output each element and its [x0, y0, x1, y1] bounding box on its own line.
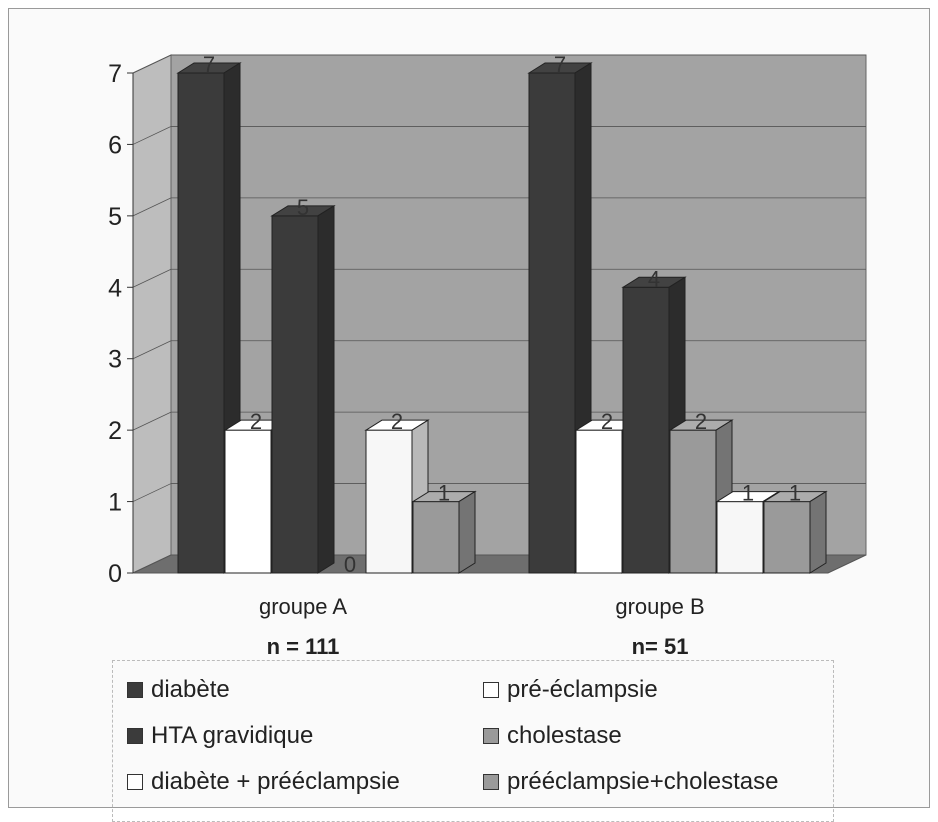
- bar-value-label: 2: [250, 409, 262, 434]
- bar-side: [317, 204, 335, 574]
- bar-front: [177, 72, 225, 574]
- legend-swatch-hta-gravidique: [127, 728, 143, 744]
- gridline: [132, 54, 172, 74]
- bar-front: [716, 501, 764, 574]
- bar-front: [763, 501, 811, 574]
- legend-label: diabète: [151, 676, 230, 703]
- legend-label: diabète + prééclampsie: [151, 768, 400, 795]
- legend-swatch-cholestase: [483, 728, 499, 744]
- bar-value-label: 2: [391, 409, 403, 434]
- bar: 5: [270, 195, 336, 574]
- legend-label: cholestase: [507, 722, 622, 749]
- legend-item-pre-eclampsie: pré-éclampsie: [483, 677, 658, 703]
- bar-value-label: 7: [203, 52, 215, 77]
- bar-front: [271, 215, 319, 574]
- bar: 0: [344, 552, 356, 577]
- legend-item-hta-gravidique: HTA gravidique: [127, 723, 313, 749]
- bar-front: [528, 72, 576, 574]
- gridline: [132, 268, 172, 288]
- gridline: [132, 340, 172, 360]
- sample-size-groupe-a: n = 111: [266, 634, 340, 659]
- category-label: groupe B: [615, 594, 704, 619]
- bar-value-label: 1: [789, 481, 801, 506]
- legend-label: HTA gravidique: [151, 722, 314, 749]
- bar-front: [412, 501, 460, 574]
- bar-front: [224, 429, 272, 574]
- bar-value-label: 4: [648, 266, 660, 291]
- bar-front: [669, 429, 717, 574]
- plot-side-wall: [132, 54, 172, 574]
- legend-item-diabete: diabète: [127, 677, 230, 703]
- legend-label: prééclampsie+cholestase: [507, 768, 779, 795]
- y-tick-label: 3: [108, 346, 122, 374]
- bar-side: [458, 490, 476, 574]
- bar-value-label: 7: [554, 52, 566, 77]
- sample-size-groupe-b: n= 51: [631, 634, 689, 659]
- y-tick-label: 1: [108, 489, 122, 517]
- bar-chart: 0 1 2 3 4 5 6 7 7 2 5 0 2 1 7 2 4 2 1 1 groupe A groupe B: [108, 52, 867, 619]
- y-tick-label: 6: [108, 131, 122, 159]
- y-tick-label: 4: [108, 274, 122, 302]
- bar-front: [365, 429, 413, 574]
- category-label: groupe A: [259, 594, 347, 619]
- bar: 1: [411, 481, 477, 574]
- legend-swatch-diabete: [127, 682, 143, 698]
- bar-value-label: 1: [438, 481, 450, 506]
- legend-label: pré-éclampsie: [507, 676, 658, 703]
- y-tick-label: 5: [108, 203, 122, 231]
- legend-item-diabete-preeclampsie: diabète + prééclampsie: [127, 769, 400, 795]
- y-tick-label: 7: [108, 60, 122, 88]
- bar-front: [622, 286, 670, 574]
- gridline: [132, 483, 172, 502]
- bar-front: [575, 429, 623, 574]
- chart-legend: diabète pré-éclampsie HTA gravidique cho…: [112, 660, 834, 822]
- gridline: [132, 197, 172, 217]
- bar-value-label: 0: [344, 552, 356, 577]
- y-tick-label: 2: [108, 417, 122, 445]
- bar-value-label: 2: [695, 409, 707, 434]
- legend-swatch-diabete-preeclampsie: [127, 774, 143, 790]
- bar-value-label: 1: [742, 481, 754, 506]
- gridline: [132, 126, 172, 145]
- bar-value-label: 2: [601, 409, 613, 434]
- y-tick-label: 0: [108, 560, 122, 588]
- bar-side: [809, 490, 827, 574]
- legend-item-cholestase: cholestase: [483, 723, 622, 749]
- legend-swatch-preeclampsie-cholestase: [483, 774, 499, 790]
- legend-swatch-pre-eclampsie: [483, 682, 499, 698]
- legend-item-preeclampsie-cholestase: prééclampsie+cholestase: [483, 769, 779, 795]
- bar-value-label: 5: [297, 195, 309, 220]
- gridline: [132, 411, 172, 431]
- bar: 1: [762, 481, 828, 574]
